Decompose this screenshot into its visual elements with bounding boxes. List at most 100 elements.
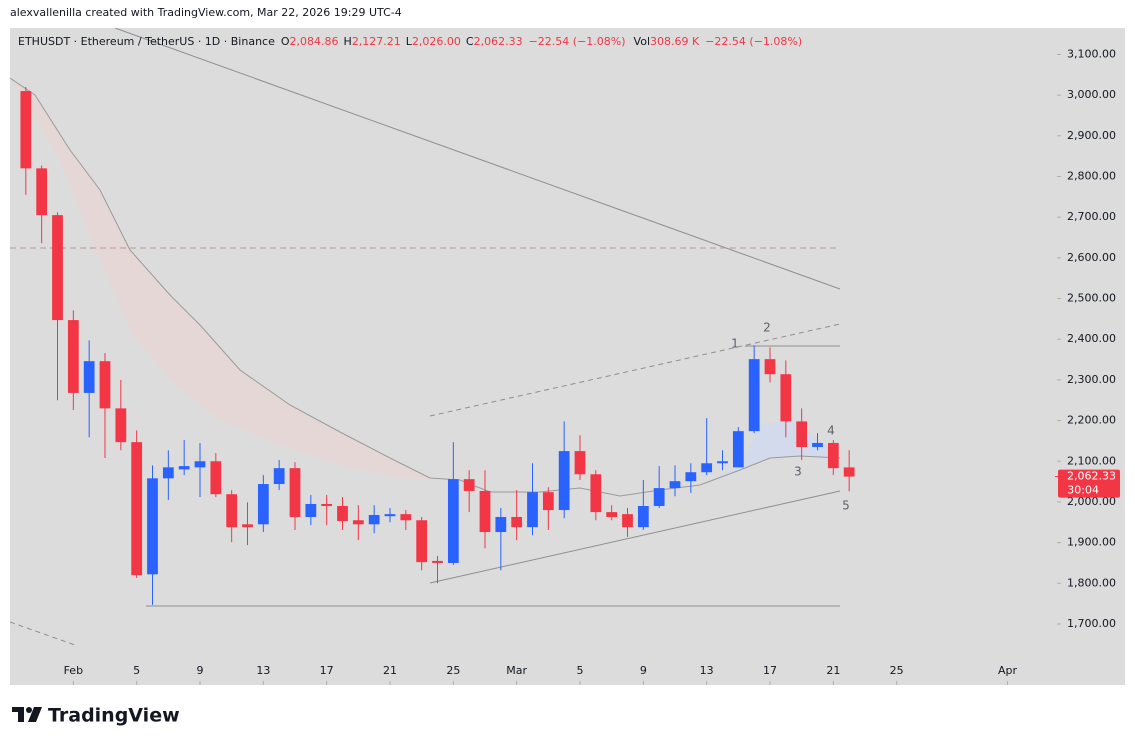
x-tick-label: 25 <box>890 664 904 677</box>
footer-logo-text: TradingView <box>48 705 180 727</box>
candle-body <box>131 442 143 576</box>
x-tick-label: Mar <box>506 664 527 677</box>
y-tick-label: 1,700.00 <box>1067 617 1116 630</box>
last-price-label: 2,062.33 <box>1067 470 1116 483</box>
x-tick-label: 13 <box>256 664 270 677</box>
candle-body <box>527 492 538 528</box>
x-tick-label: 9 <box>640 664 647 677</box>
symbol: ETHUSDT · Ethereum / TetherUS · 1D · Bin… <box>18 35 275 48</box>
wave-labels: 1 2 3 4 5 <box>731 321 850 513</box>
y-tick-label: 2,900.00 <box>1067 129 1116 142</box>
x-tick-label: 21 <box>383 664 397 677</box>
candle-body <box>321 503 333 507</box>
candle-body <box>574 451 586 475</box>
candle-body <box>162 467 174 479</box>
y-tick-label: 1,900.00 <box>1067 536 1116 549</box>
trend-line <box>114 28 841 290</box>
candle-body <box>416 520 428 563</box>
candle-body <box>542 492 554 511</box>
y-tick-label: 2,400.00 <box>1067 332 1116 345</box>
candle-body <box>368 514 380 525</box>
wave-label: 2 <box>763 321 771 335</box>
y-tick-label: 1,800.00 <box>1067 576 1116 589</box>
candle-body <box>463 479 475 491</box>
y-tick-label: 2,600.00 <box>1067 251 1116 264</box>
candle-body <box>337 506 348 522</box>
channel-line <box>429 323 841 417</box>
candle-body <box>305 503 317 517</box>
wave-label: 1 <box>731 337 739 351</box>
candle-body <box>653 488 665 507</box>
y-tick-label: 2,300.00 <box>1067 373 1116 386</box>
candle-body <box>289 468 301 517</box>
candle-body <box>36 168 48 216</box>
ma-cloud-bearish <box>10 78 440 480</box>
candle-body <box>400 514 412 521</box>
candle-body <box>83 361 95 393</box>
candle-body <box>257 484 269 525</box>
volume-label: Vol <box>634 35 650 48</box>
ohlc-value: 2,026.00 <box>412 35 461 48</box>
ohlc-label: H <box>344 35 352 48</box>
change: −22.54 (−1.08%) <box>529 35 626 48</box>
x-tick-label: 21 <box>826 664 840 677</box>
candle-body <box>99 361 111 409</box>
x-tick-label: 9 <box>197 664 204 677</box>
ohlc-label: C <box>466 35 474 48</box>
logo-mark <box>26 707 32 713</box>
wave-label: 3 <box>794 465 802 479</box>
candle-body <box>447 479 459 563</box>
x-tick-label: 5 <box>133 664 140 677</box>
ohlc-value: 2,127.21 <box>352 35 401 48</box>
x-tick-label: Feb <box>64 664 83 677</box>
y-tick-label: 2,200.00 <box>1067 414 1116 427</box>
candle-body <box>780 374 792 422</box>
x-tick-label: 5 <box>577 664 584 677</box>
attribution: alexvallenilla created with TradingView.… <box>10 6 402 19</box>
x-tick-label: Apr <box>998 664 1018 677</box>
ohlc-value: 2,084.86 <box>290 35 339 48</box>
candle-body <box>147 478 158 575</box>
x-tick-label: 25 <box>446 664 460 677</box>
logo-mark <box>12 707 24 722</box>
candle-body <box>20 91 32 169</box>
candle-body <box>178 466 190 470</box>
candle-body <box>352 520 364 525</box>
chart-header: ETHUSDT · Ethereum / TetherUS · 1D · Bin… <box>18 35 802 48</box>
candle-body <box>558 451 570 511</box>
candle-body <box>384 514 396 517</box>
y-tick-label: 3,100.00 <box>1067 47 1116 60</box>
candle-body <box>495 516 507 533</box>
candle-body <box>210 461 222 495</box>
volume: 308.69 K <box>650 35 700 48</box>
candle-body <box>194 461 206 468</box>
candle-body <box>479 490 491 533</box>
candle-body <box>511 516 523 528</box>
wave-label: 4 <box>827 424 835 438</box>
ohlc-label: L <box>406 35 413 48</box>
support-line <box>429 490 841 584</box>
ohlc-label: O <box>281 35 290 48</box>
candle-body <box>590 474 602 513</box>
y-tick-label: 2,000.00 <box>1067 495 1116 508</box>
candle-body <box>812 442 823 448</box>
candle-body <box>843 467 855 477</box>
candle-body <box>701 463 713 473</box>
y-tick-label: 2,100.00 <box>1067 454 1116 467</box>
logo-mark <box>28 707 42 722</box>
candle-body <box>67 320 79 393</box>
moving-average <box>10 77 841 497</box>
ohlc-value: 2,062.33 <box>474 35 523 48</box>
candle-body <box>685 472 697 482</box>
candle-body <box>827 442 839 469</box>
candle-body <box>764 359 776 375</box>
trend-line <box>10 621 76 646</box>
candle-body <box>273 468 285 485</box>
candle-body <box>732 431 744 468</box>
logo: TradingView <box>12 705 180 727</box>
candle-body <box>669 481 681 489</box>
candle-body <box>606 512 618 517</box>
y-tick-label: 3,000.00 <box>1067 88 1116 101</box>
axes: 1,700.00 1,800.00 1,900.00 2,000.00 2,100.00… <box>64 47 1120 685</box>
